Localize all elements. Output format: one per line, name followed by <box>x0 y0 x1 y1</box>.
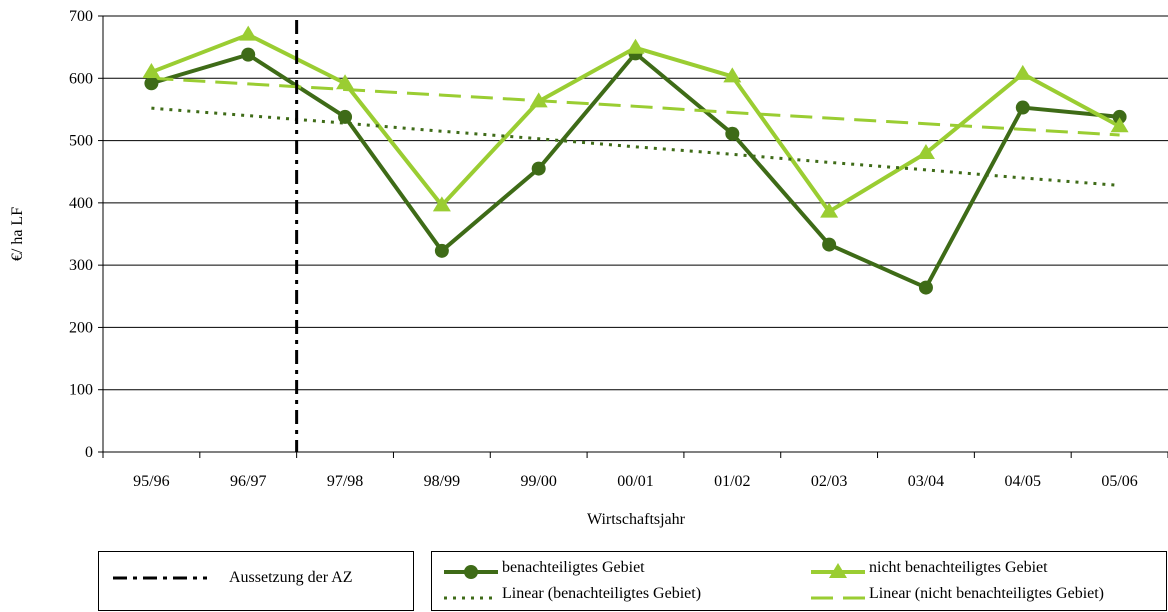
series-1-point <box>1112 109 1127 124</box>
legend-label-series-3: Linear (benachteiligtes Gebiet) <box>502 585 702 602</box>
series-1-point <box>241 47 256 62</box>
y-tick-label: 700 <box>69 8 93 25</box>
x-tick-label: 96/97 <box>230 473 266 490</box>
y-tick-label: 400 <box>69 195 93 212</box>
x-axis-label: Wirtschaftsjahr <box>587 511 686 528</box>
series-2-point <box>1110 117 1129 133</box>
series-1-point <box>338 109 353 124</box>
legend-label-series-4: Linear (nicht benachteiligtes Gebiet) <box>869 585 1105 602</box>
series-2-point <box>820 202 839 218</box>
y-tick-label: 0 <box>85 444 93 461</box>
series-line-4 <box>151 76 1120 137</box>
y-tick-label: 200 <box>69 319 93 336</box>
y-tick-label: 500 <box>69 133 93 150</box>
series-2-point <box>432 196 451 212</box>
gridlines <box>103 15 1168 391</box>
y-tick-label: 600 <box>69 70 93 87</box>
series-2-point <box>529 92 548 108</box>
series-1-point <box>434 243 449 258</box>
series-1-point <box>725 126 740 141</box>
series-2-point <box>723 67 742 83</box>
x-tick-label: 95/96 <box>133 473 169 490</box>
series-2-point <box>142 63 161 79</box>
series-2-point <box>916 144 935 160</box>
axes <box>98 15 1168 458</box>
series-1-point <box>822 237 837 252</box>
y-tick-label: 100 <box>69 382 93 399</box>
legend-marker-triangle <box>829 563 847 578</box>
series-2-point <box>1013 64 1032 80</box>
x-tick-label: 03/04 <box>908 473 944 490</box>
series-1-point <box>918 280 933 295</box>
series-2-point <box>626 38 645 54</box>
series-1-point <box>144 76 159 91</box>
y-tick-labels: 0 100 200 300 400 500 600 700 <box>69 8 93 461</box>
x-tick-label: 04/05 <box>1005 473 1041 490</box>
series-2-point <box>336 74 355 90</box>
series-1-point <box>1015 100 1030 115</box>
legend-label-series-1: benachteiligtes Gebiet <box>502 559 645 576</box>
x-tick-label: 99/00 <box>520 473 556 490</box>
x-tick-label: 01/02 <box>714 473 750 490</box>
legend-marker-circle <box>464 565 478 579</box>
legend-annotation-box: Aussetzung der AZ <box>98 551 414 611</box>
series-2-point <box>239 25 258 41</box>
x-tick-label: 98/99 <box>424 473 460 490</box>
legend-swatches <box>444 563 865 600</box>
legend-label-series-2: nicht benachteiligtes Gebiet <box>869 559 1048 576</box>
x-tick-labels: 95/96 96/97 97/98 98/99 99/00 00/01 01/02 02/03… <box>133 473 1138 490</box>
x-tick-label: 05/06 <box>1101 473 1137 490</box>
y-tick-label: 300 <box>69 257 93 274</box>
series-1-point <box>531 161 546 176</box>
series-layer <box>142 25 1129 295</box>
x-tick-label: 02/03 <box>811 473 847 490</box>
legend-label-aussetzung: Aussetzung der AZ <box>229 569 353 586</box>
legend-series-box: benachteiligtes Gebiet nicht benachteili… <box>431 551 1167 611</box>
y-axis-label: €/ ha LF <box>9 207 26 261</box>
dash-dot-legend-swatch <box>113 576 207 580</box>
x-tick-label: 97/98 <box>327 473 363 490</box>
x-tick-label: 00/01 <box>617 473 653 490</box>
